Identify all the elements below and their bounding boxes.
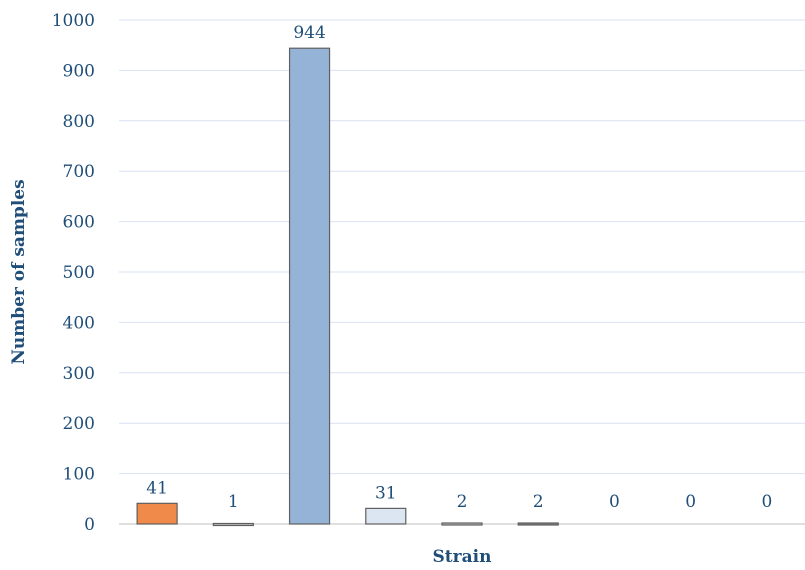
bars xyxy=(136,47,559,527)
y-tick-label: 200 xyxy=(63,414,95,434)
data-label: 2 xyxy=(533,492,544,512)
data-label: 41 xyxy=(146,478,168,498)
data-labels: 41 1 944 31 2 2 0 0 0 xyxy=(146,23,772,512)
y-tick-label: 400 xyxy=(63,313,95,333)
y-tick-label: 100 xyxy=(63,465,95,485)
y-tick-label: 500 xyxy=(63,263,95,283)
bar xyxy=(136,502,178,525)
y-tick-label: 1000 xyxy=(52,11,95,31)
data-label: 0 xyxy=(761,492,772,512)
y-axis-title: Number of samples xyxy=(9,179,29,364)
data-label: 0 xyxy=(685,492,696,512)
x-axis-title: Strain xyxy=(433,547,492,567)
y-tick-label: 800 xyxy=(63,112,95,132)
bar xyxy=(365,507,407,525)
bar xyxy=(288,47,331,525)
y-tick-label: 700 xyxy=(63,162,95,182)
y-tick-label: 0 xyxy=(84,515,95,535)
y-tick-label: 600 xyxy=(63,213,95,233)
data-label: 2 xyxy=(457,492,468,512)
bar xyxy=(517,522,559,526)
y-axis-ticks: 0 100 200 300 400 500 600 700 800 900 1000 xyxy=(52,11,95,535)
data-label: 31 xyxy=(375,483,397,503)
data-label: 1 xyxy=(228,492,239,512)
data-label: 944 xyxy=(293,23,325,43)
bar xyxy=(441,522,483,526)
data-label: 0 xyxy=(609,492,620,512)
gridlines xyxy=(119,19,805,475)
y-tick-label: 300 xyxy=(63,364,95,384)
bar xyxy=(212,522,254,527)
y-tick-label: 900 xyxy=(63,61,95,81)
